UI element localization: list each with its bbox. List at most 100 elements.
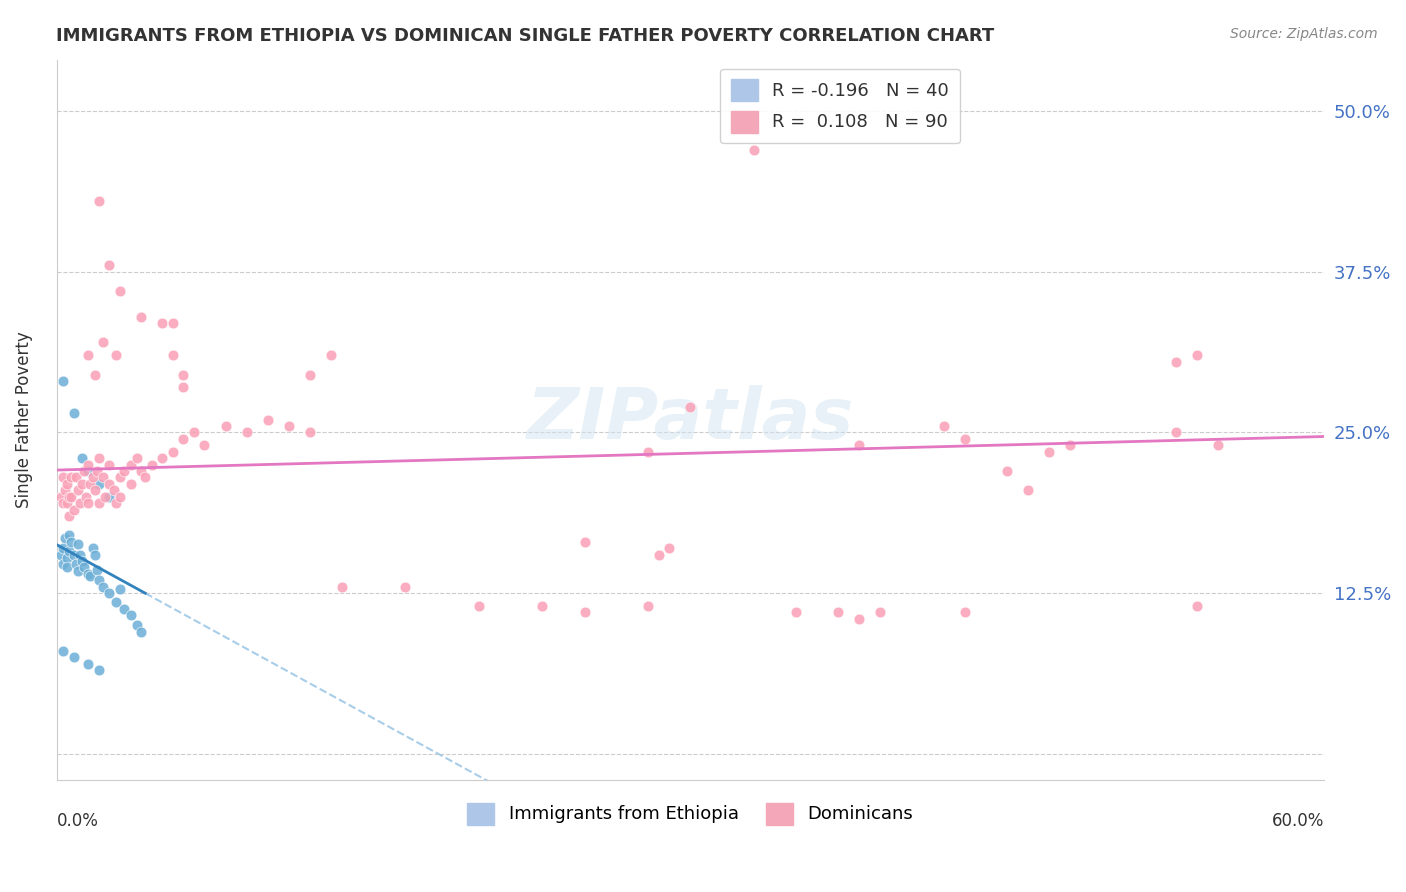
Point <box>73 560 96 574</box>
Point <box>1017 483 1039 498</box>
Point <box>235 425 257 440</box>
Point <box>65 557 87 571</box>
Point <box>162 444 184 458</box>
Point <box>98 458 121 472</box>
Point <box>953 432 976 446</box>
Point <box>69 548 91 562</box>
Point <box>58 543 80 558</box>
Point <box>108 490 131 504</box>
Point <box>70 554 93 568</box>
Point <box>104 348 127 362</box>
Point <box>53 531 76 545</box>
Point <box>52 470 75 484</box>
Point <box>66 483 89 498</box>
Point <box>932 419 955 434</box>
Point <box>120 476 142 491</box>
Point <box>86 464 108 478</box>
Point <box>52 557 75 571</box>
Point <box>86 563 108 577</box>
Point <box>112 601 135 615</box>
Point <box>129 464 152 478</box>
Point <box>104 496 127 510</box>
Point <box>91 335 114 350</box>
Point <box>77 657 100 671</box>
Point <box>468 599 491 613</box>
Text: IMMIGRANTS FROM ETHIOPIA VS DOMINICAN SINGLE FATHER POVERTY CORRELATION CHART: IMMIGRANTS FROM ETHIOPIA VS DOMINICAN SI… <box>56 27 994 45</box>
Point <box>77 458 100 472</box>
Point <box>79 569 101 583</box>
Point <box>108 582 131 597</box>
Point <box>574 606 596 620</box>
Point <box>162 316 184 330</box>
Point <box>827 606 849 620</box>
Point <box>83 483 105 498</box>
Point <box>112 464 135 478</box>
Point <box>193 438 215 452</box>
Point <box>83 548 105 562</box>
Point <box>330 580 353 594</box>
Point <box>82 541 104 556</box>
Point <box>120 458 142 472</box>
Point <box>848 438 870 452</box>
Point <box>65 470 87 484</box>
Point <box>98 476 121 491</box>
Point <box>125 618 148 632</box>
Point <box>62 650 84 665</box>
Point <box>52 496 75 510</box>
Point <box>66 564 89 578</box>
Point <box>150 451 173 466</box>
Point <box>995 464 1018 478</box>
Point <box>60 490 83 504</box>
Point <box>75 490 97 504</box>
Point <box>1059 438 1081 452</box>
Point <box>77 566 100 581</box>
Point <box>53 483 76 498</box>
Point <box>172 368 194 382</box>
Point <box>214 419 236 434</box>
Point <box>299 368 322 382</box>
Point <box>91 580 114 594</box>
Point <box>1164 355 1187 369</box>
Point <box>79 476 101 491</box>
Point <box>98 490 121 504</box>
Point <box>256 412 278 426</box>
Point <box>60 534 83 549</box>
Point <box>742 143 765 157</box>
Point <box>1206 438 1229 452</box>
Point <box>299 425 322 440</box>
Point <box>848 612 870 626</box>
Point <box>183 425 205 440</box>
Point <box>1164 425 1187 440</box>
Point <box>1185 599 1208 613</box>
Point <box>77 464 100 478</box>
Point <box>69 496 91 510</box>
Point <box>98 586 121 600</box>
Point <box>83 368 105 382</box>
Point <box>531 599 554 613</box>
Point <box>56 551 79 566</box>
Point <box>785 606 807 620</box>
Point <box>278 419 301 434</box>
Point <box>87 496 110 510</box>
Point <box>162 348 184 362</box>
Point <box>647 548 669 562</box>
Point <box>679 400 702 414</box>
Point <box>58 509 80 524</box>
Point <box>66 537 89 551</box>
Text: 0.0%: 0.0% <box>56 813 98 830</box>
Point <box>321 348 343 362</box>
Point <box>1038 444 1060 458</box>
Point <box>56 560 79 574</box>
Point <box>134 470 156 484</box>
Point <box>87 663 110 677</box>
Point <box>87 476 110 491</box>
Point <box>87 574 110 588</box>
Point <box>56 476 79 491</box>
Point <box>637 599 659 613</box>
Point <box>953 606 976 620</box>
Point <box>87 194 110 208</box>
Point <box>98 258 121 272</box>
Point <box>150 316 173 330</box>
Point <box>120 608 142 623</box>
Point <box>70 451 93 466</box>
